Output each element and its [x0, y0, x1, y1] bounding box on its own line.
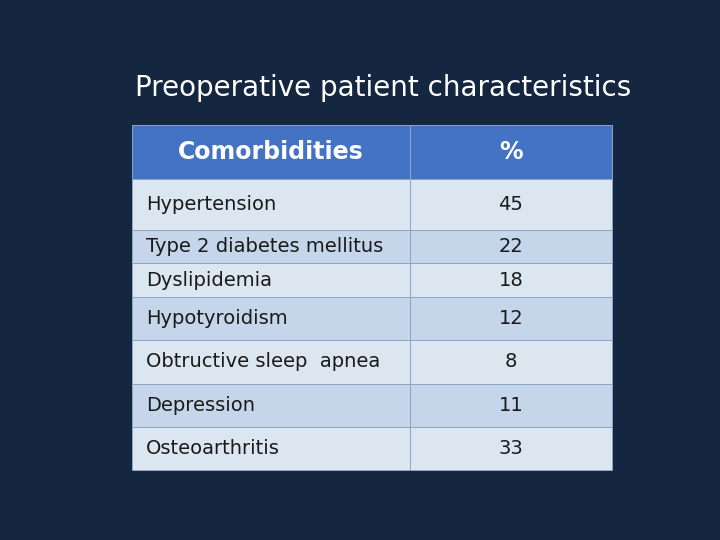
FancyBboxPatch shape	[132, 340, 410, 383]
FancyBboxPatch shape	[132, 427, 410, 470]
Text: Comorbidities: Comorbidities	[178, 140, 364, 164]
Text: 11: 11	[498, 396, 523, 415]
FancyBboxPatch shape	[132, 297, 410, 340]
FancyBboxPatch shape	[410, 179, 612, 230]
Text: %: %	[499, 140, 523, 164]
Text: 8: 8	[505, 352, 517, 372]
FancyBboxPatch shape	[132, 383, 410, 427]
FancyBboxPatch shape	[132, 230, 410, 264]
Text: Preoperative patient characteristics: Preoperative patient characteristics	[135, 73, 631, 102]
Text: Type 2 diabetes mellitus: Type 2 diabetes mellitus	[145, 237, 383, 256]
FancyBboxPatch shape	[410, 125, 612, 179]
FancyBboxPatch shape	[132, 264, 410, 297]
Text: 22: 22	[498, 237, 523, 256]
FancyBboxPatch shape	[410, 264, 612, 297]
Text: 33: 33	[498, 439, 523, 458]
FancyBboxPatch shape	[410, 230, 612, 264]
FancyBboxPatch shape	[410, 340, 612, 383]
Text: Hypertension: Hypertension	[145, 195, 276, 214]
FancyBboxPatch shape	[410, 297, 612, 340]
Text: Osteoarthritis: Osteoarthritis	[145, 439, 279, 458]
Text: Obtructive sleep  apnea: Obtructive sleep apnea	[145, 352, 380, 372]
Text: 45: 45	[498, 195, 523, 214]
FancyBboxPatch shape	[410, 383, 612, 427]
Text: Dyslipidemia: Dyslipidemia	[145, 271, 272, 289]
Text: 18: 18	[498, 271, 523, 289]
FancyBboxPatch shape	[410, 427, 612, 470]
FancyBboxPatch shape	[132, 125, 410, 179]
Text: Depression: Depression	[145, 396, 255, 415]
Text: 12: 12	[498, 309, 523, 328]
FancyBboxPatch shape	[132, 179, 410, 230]
Text: Hypotyroidism: Hypotyroidism	[145, 309, 287, 328]
